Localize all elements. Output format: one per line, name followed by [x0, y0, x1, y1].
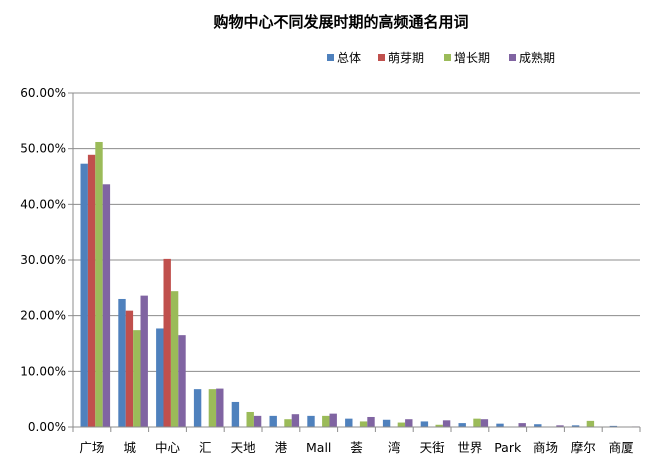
y-tick-label: 20.00% [20, 309, 66, 323]
y-tick-label: 40.00% [20, 197, 66, 211]
chart-title: 购物中心不同发展时期的高频通名用词 [213, 13, 468, 31]
y-tick-label: 60.00% [20, 86, 66, 100]
bar [284, 419, 292, 427]
bar [458, 423, 466, 427]
x-tick-label: 湾 [388, 440, 401, 455]
bar [586, 420, 595, 427]
legend-swatch [444, 54, 451, 61]
bar [496, 423, 504, 427]
x-tick-label: 城 [123, 440, 136, 455]
bar [473, 418, 481, 427]
bar [125, 310, 134, 427]
legend-label: 总体 [337, 51, 361, 65]
bar [170, 291, 179, 427]
bar [140, 295, 148, 427]
bar [359, 421, 368, 427]
x-tick-label: Mall [306, 440, 331, 455]
bar [556, 425, 564, 427]
bar [231, 401, 240, 427]
bar [534, 424, 542, 427]
x-tick-label: 天地 [231, 440, 257, 455]
x-tick-label: 荟 [350, 440, 363, 455]
bar [345, 418, 353, 427]
legend-label: 萌芽期 [388, 51, 424, 65]
bar [397, 422, 406, 427]
x-tick-label: 天街 [420, 440, 445, 455]
x-tick-label: 中心 [155, 440, 181, 455]
y-tick-label: 30.00% [20, 253, 66, 267]
bar [307, 415, 315, 427]
bar [118, 298, 126, 427]
bar [322, 415, 330, 427]
bar [95, 141, 103, 427]
bar [329, 413, 337, 427]
x-tick-label: 广场 [79, 440, 104, 455]
bar [163, 258, 171, 427]
bar [609, 425, 618, 427]
bars [80, 141, 640, 428]
bar [480, 419, 489, 427]
legend-label: 增长期 [454, 51, 490, 65]
y-tick-label: 50.00% [20, 142, 66, 156]
bar [269, 415, 277, 427]
y-tick-label: 0.00% [28, 420, 66, 434]
legend-swatch [509, 54, 516, 61]
bar [216, 388, 224, 427]
bar [102, 184, 111, 427]
bar [156, 328, 164, 427]
bar [133, 330, 141, 427]
x-tick-label: 港 [275, 440, 288, 455]
bar [420, 421, 429, 427]
bar [87, 154, 96, 428]
bar [291, 414, 300, 427]
bar [405, 419, 413, 427]
x-tick-label: 世界 [457, 440, 483, 455]
bar [435, 424, 443, 427]
x-tick-label: 汇 [199, 440, 212, 455]
y-tick-label: 10.00% [20, 364, 66, 378]
axes: 0.00% 10.00% 20.00% 30.00% 40.00% 50.00% 60.00… [20, 86, 641, 455]
legend-label: 成熟期 [519, 50, 555, 65]
bar [382, 419, 391, 427]
bar [442, 420, 451, 427]
bar [253, 415, 262, 427]
bar [367, 416, 375, 427]
x-tick-label: Park [494, 440, 522, 455]
x-tick-label: 商场 [533, 440, 558, 455]
legend-swatch [378, 54, 385, 61]
bar [178, 335, 186, 427]
x-tick-label: 摩尔 [571, 440, 596, 455]
bar [208, 389, 217, 427]
bar [571, 425, 580, 427]
legend-swatch [327, 54, 334, 61]
bar [193, 389, 202, 427]
bar [246, 411, 254, 427]
bar [518, 423, 526, 427]
x-tick-label: 商厦 [609, 440, 634, 455]
legend: 总体 萌芽期 增长期 成熟期 [327, 50, 555, 65]
bar [80, 163, 88, 428]
